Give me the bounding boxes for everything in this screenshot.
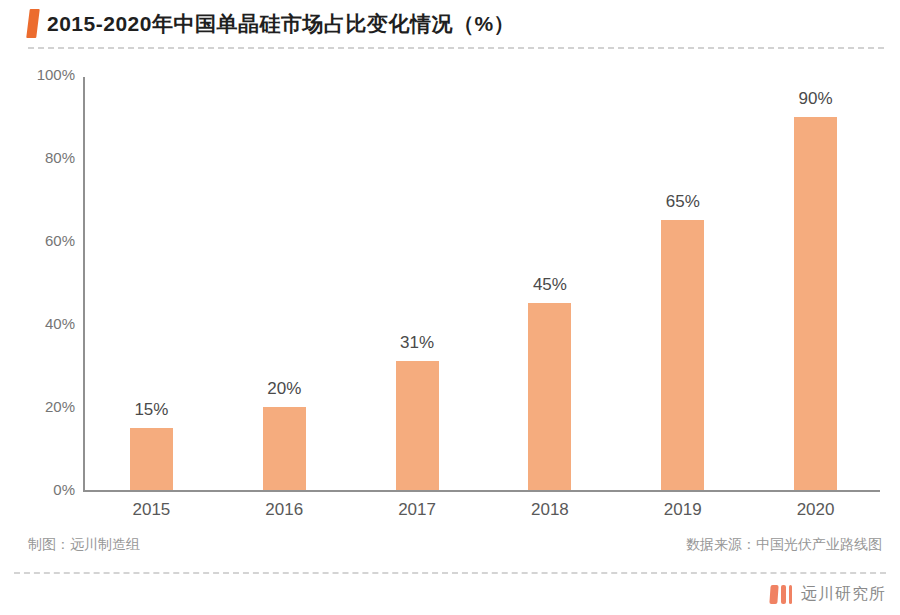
y-axis-tick-label: 100% bbox=[5, 66, 75, 84]
bar-2016 bbox=[263, 407, 306, 490]
value-label-2017: 31% bbox=[372, 333, 462, 353]
y-axis-tick-label: 80% bbox=[5, 149, 75, 167]
bar-2019 bbox=[661, 220, 704, 490]
y-axis-tick-label: 0% bbox=[5, 481, 75, 499]
bar-2018 bbox=[528, 303, 571, 490]
chart-page: 2015-2020年中国单晶硅市场占比变化情况（%） 0% 20% 40% 60% 80… bbox=[0, 0, 900, 615]
value-label-2019: 65% bbox=[638, 192, 728, 212]
value-label-2018: 45% bbox=[505, 275, 595, 295]
x-axis-tick-label: 2019 bbox=[633, 500, 733, 520]
brand-name: 远川研究所 bbox=[801, 584, 886, 605]
logo-bar-icon bbox=[781, 585, 786, 604]
plot-area: 0%20%40%60%80%100%15%201520%201631%20174… bbox=[83, 77, 880, 492]
y-axis-tick-label: 60% bbox=[5, 232, 75, 250]
chart-header: 2015-2020年中国单晶硅市场占比变化情况（%） bbox=[28, 8, 884, 49]
y-axis-tick-label: 40% bbox=[5, 315, 75, 333]
source-caption: 数据来源：中国光伏产业路线图 bbox=[686, 536, 882, 554]
brand-logo-icon bbox=[770, 585, 793, 604]
x-axis-tick-label: 2016 bbox=[234, 500, 334, 520]
caption-row: 制图：远川制造组 数据来源：中国光伏产业路线图 bbox=[28, 536, 882, 554]
logo-bar-icon bbox=[789, 585, 793, 604]
title-accent-bar bbox=[26, 9, 40, 38]
bar-2015 bbox=[130, 428, 173, 490]
chart-title: 2015-2020年中国单晶硅市场占比变化情况（%） bbox=[47, 8, 515, 40]
bar-2020 bbox=[794, 117, 837, 491]
logo-bar-icon bbox=[769, 585, 778, 604]
x-axis-tick-label: 2017 bbox=[367, 500, 467, 520]
bar-2017 bbox=[396, 361, 439, 490]
x-axis-tick-label: 2020 bbox=[766, 500, 866, 520]
value-label-2015: 15% bbox=[106, 400, 196, 420]
value-label-2020: 90% bbox=[771, 89, 861, 109]
value-label-2016: 20% bbox=[239, 379, 329, 399]
credit-caption: 制图：远川制造组 bbox=[28, 536, 140, 554]
page-footer: 远川研究所 bbox=[14, 572, 886, 605]
bar-chart: 0% 20% 40% 60% 80% 100% 15% 2015 20% 2016 31% 2017 4… bbox=[0, 50, 900, 530]
x-axis-tick-label: 2015 bbox=[101, 500, 201, 520]
y-axis-tick-label: 20% bbox=[5, 398, 75, 416]
x-axis-tick-label: 2018 bbox=[500, 500, 600, 520]
